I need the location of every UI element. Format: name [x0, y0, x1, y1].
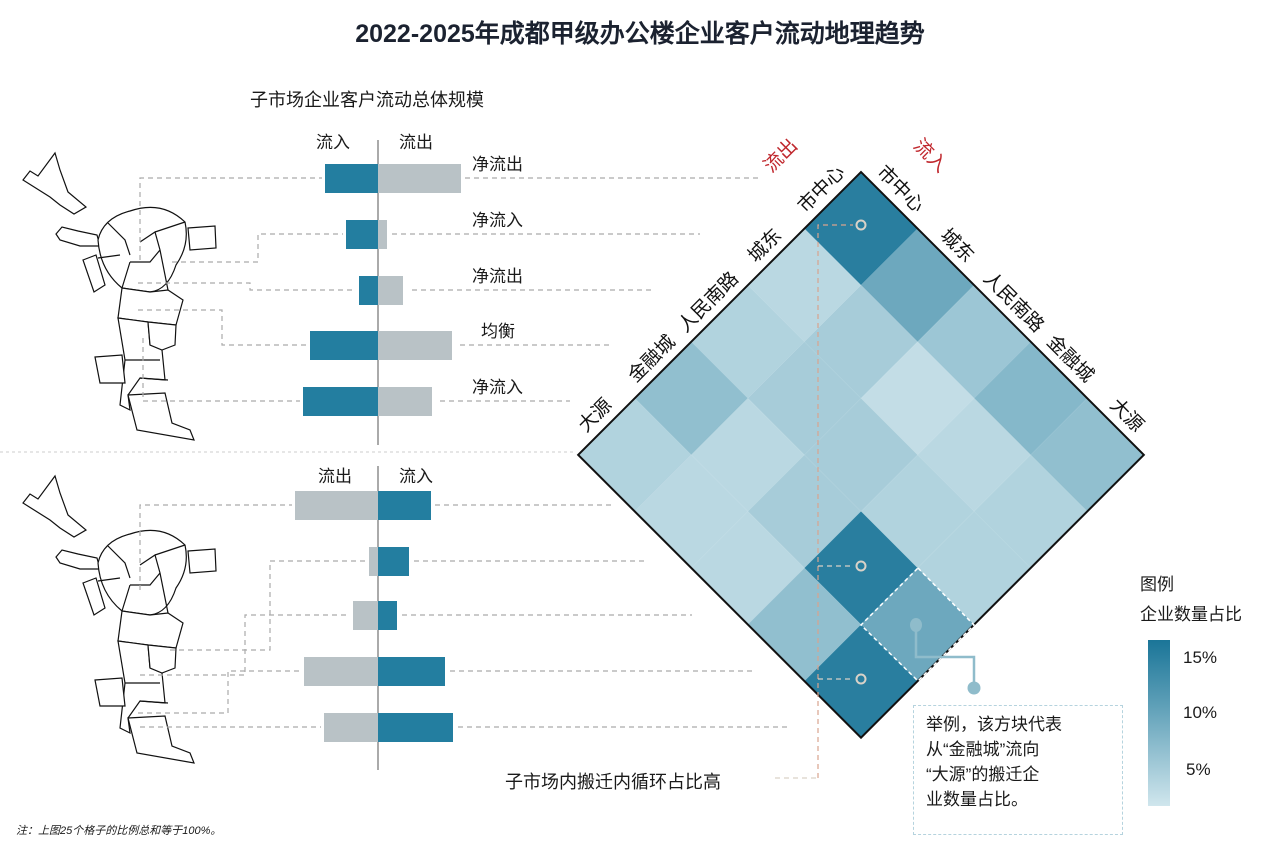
legend-gradient-bar [1148, 640, 1170, 806]
bars-bottom [295, 491, 453, 742]
bar-流出 [378, 164, 461, 193]
bar-流入 [310, 331, 378, 360]
status-label: 均衡 [481, 322, 515, 341]
status-label: 净流入 [472, 211, 523, 230]
internal-cycle-leader [817, 224, 853, 778]
top-left-header: 流入 [316, 133, 350, 152]
bar-流入 [378, 547, 409, 576]
bars-top [303, 164, 461, 416]
chengdu-map-top [22, 152, 217, 441]
heatmap-border [576, 170, 1146, 740]
bar-流入 [378, 713, 453, 742]
internal-cycle-leader-branches [775, 565, 853, 779]
bar-流出 [369, 547, 378, 576]
status-label: 净流出 [472, 267, 523, 286]
example-pin-end [967, 681, 981, 695]
marker-circle [855, 673, 867, 685]
internal-cycle-callout: 子市场内搬迁内循环占比高 [505, 772, 721, 792]
legend-subtitle: 企业数量占比 [1140, 605, 1242, 624]
bottom-right-header: 流入 [399, 467, 433, 486]
bar-流入 [303, 387, 378, 416]
heatmap-diamond [576, 170, 1146, 740]
bar-流出 [353, 601, 378, 630]
chengdu-map-bottom [22, 475, 217, 764]
example-line: 举例，该方块代表 [926, 715, 1062, 734]
bottom-left-header: 流出 [318, 467, 352, 486]
example-line: 从“金融城”流向 [926, 740, 1040, 759]
bar-流入 [346, 220, 378, 249]
bar-流入 [378, 491, 431, 520]
bar-流出 [324, 713, 378, 742]
bar-流入 [378, 657, 445, 686]
footnote: 注：上图25个格子的比例总和等于100%。 [16, 825, 222, 837]
bar-流出 [378, 220, 387, 249]
heatmap-cell-市中心-to-金融城 [974, 341, 1088, 455]
chart-title: 2022-2025年成都甲级办公楼企业客户流动地理趋势 [355, 20, 925, 48]
example-line: “大源”的搬迁企 [926, 765, 1040, 784]
bar-流出 [378, 387, 432, 416]
bar-流出 [378, 276, 403, 305]
legend-title: 图例 [1140, 575, 1174, 594]
marker-circle [855, 219, 867, 231]
status-label: 净流入 [472, 378, 523, 397]
legend-tick: 10% [1183, 703, 1218, 722]
legend-tick: 5% [1186, 760, 1211, 779]
bar-流入 [378, 601, 397, 630]
example-line: 业数量占比。 [926, 790, 1028, 809]
bar-流出 [304, 657, 378, 686]
bar-流出 [295, 491, 378, 520]
bar-流出 [378, 331, 452, 360]
top-right-header: 流出 [399, 133, 433, 152]
bar-section-title: 子市场企业客户流动总体规模 [250, 90, 484, 110]
heatmap-overlay [775, 219, 981, 779]
outflow-axis-label: 流出 [760, 135, 802, 177]
example-annotation-box: 举例，该方块代表 从“金融城”流向 “大源”的搬迁企 业数量占比。 [913, 705, 1123, 835]
bar-流入 [325, 164, 378, 193]
example-connector [914, 625, 976, 688]
leader-lines [138, 177, 788, 728]
legend-tick: 15% [1183, 648, 1218, 667]
inflow-axis-label: 流入 [909, 135, 951, 177]
status-label: 净流出 [472, 155, 523, 174]
marker-circle [855, 560, 867, 572]
bar-流入 [359, 276, 378, 305]
